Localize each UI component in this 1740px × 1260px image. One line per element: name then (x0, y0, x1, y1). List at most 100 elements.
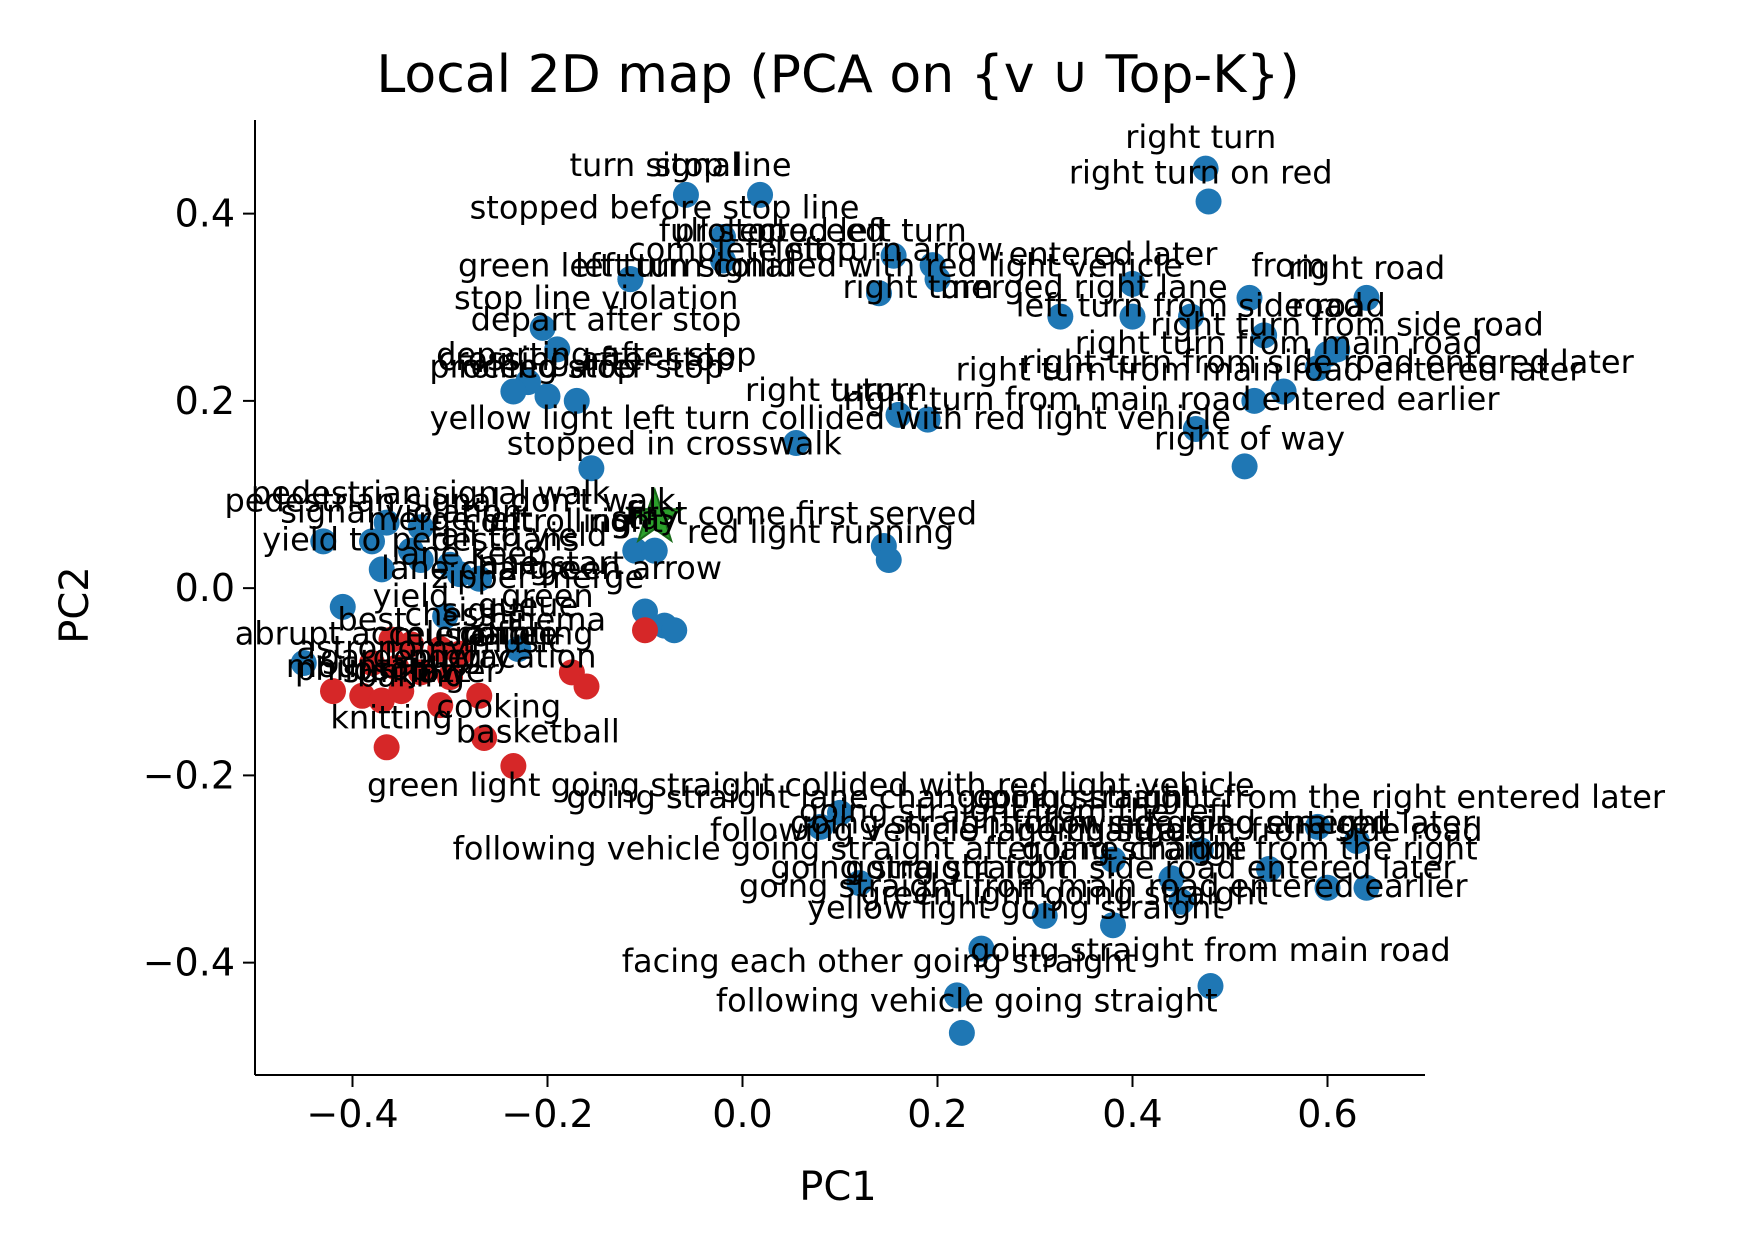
y-tick-label: 0.4 (175, 192, 235, 236)
point-label: right of way (1154, 420, 1345, 458)
traffic-point (578, 455, 605, 482)
point-label: going straight (972, 778, 1196, 816)
unrelated-point (407, 659, 434, 686)
traffic-point (1241, 387, 1268, 414)
traffic-point (948, 1019, 975, 1046)
traffic-point (373, 509, 400, 536)
traffic-point (885, 401, 912, 428)
unrelated-point (383, 654, 410, 681)
point-label: astronomy (296, 628, 467, 666)
traffic-point (866, 280, 892, 307)
point-label: right turn (842, 268, 993, 306)
unrelated-point (368, 687, 395, 714)
traffic-point (827, 799, 853, 826)
traffic-point (632, 598, 658, 625)
traffic-point (563, 387, 590, 414)
point-label: stay (611, 499, 679, 537)
traffic-point (1270, 378, 1297, 405)
point-label: depart after stop (471, 301, 742, 339)
point-label: going straight lane change (566, 778, 996, 816)
traffic-point (359, 528, 385, 555)
point-label: going straight (845, 848, 1069, 886)
point-label: following vehicle going straight (716, 981, 1218, 1019)
point-label: stopped before stop line (470, 188, 860, 226)
point-label: going straight from side road entered la… (771, 848, 1457, 886)
traffic-point (368, 556, 395, 583)
point-label: merged right lane (940, 268, 1228, 306)
unrelated-point (573, 673, 600, 700)
x-tick-label: −0.2 (501, 1092, 593, 1136)
point-label: pedestrian signal walk (251, 474, 611, 512)
traffic-point (1168, 888, 1195, 915)
unrelated-point (373, 734, 400, 761)
point-label: proceed (756, 212, 886, 250)
point-label: stop line violation (454, 279, 738, 317)
point-label: vacation (459, 638, 596, 676)
query-star-point (625, 486, 685, 544)
traffic-point (310, 528, 337, 555)
point-label: yield (373, 577, 450, 615)
point-label: lane change (381, 549, 577, 587)
traffic-point (875, 547, 902, 574)
point-label: chess (405, 596, 496, 634)
point-label: going straight from main road (970, 931, 1450, 969)
y-axis-ticks: −0.4 −0.2 0.0 0.2 0.4 (143, 192, 255, 985)
point-label: yellow light going straight (807, 889, 1224, 927)
traffic-point (1192, 155, 1219, 182)
traffic-point (1187, 837, 1214, 864)
traffic-point (846, 870, 873, 897)
point-label: yellow light left turn collided with red… (430, 399, 1231, 437)
point-label: crossing after stop (438, 340, 736, 378)
traffic-point (1119, 303, 1146, 330)
point-label: green light going straight collided with… (367, 766, 1255, 804)
traffic-point (1031, 902, 1058, 929)
point-label: signal violation (280, 493, 522, 531)
point-label: zipper merge (431, 558, 644, 596)
point-label: painting (462, 614, 593, 652)
traffic-point (1178, 303, 1204, 330)
point-label: entered later (1009, 235, 1219, 273)
point-label: gardening (320, 638, 482, 676)
point-label: road (1292, 287, 1364, 325)
traffic-point (1314, 874, 1341, 901)
point-label: baking (357, 656, 465, 694)
point-label: departing after stop (436, 335, 756, 373)
traffic-point (1197, 973, 1224, 1000)
point-label: left turn from side road (1016, 287, 1386, 325)
y-axis-label: PC2 (52, 566, 98, 644)
point-label: following vehicle going straight after l… (453, 830, 1247, 868)
y-tick-label: −0.2 (143, 753, 235, 797)
unrelated-point (349, 682, 376, 709)
point-label: complete stop (628, 230, 857, 268)
point-label: from (1251, 246, 1325, 284)
y-tick-label: 0.0 (175, 566, 235, 610)
point-label: controlling (463, 502, 632, 540)
x-tick-label: 0.6 (1297, 1092, 1357, 1136)
point-label: knitting (330, 699, 452, 737)
point-label: right turn from main road (1075, 324, 1483, 362)
traffic-point (432, 603, 459, 630)
point-label: pedestrian signal don't walk (224, 481, 676, 519)
traffic-point (407, 547, 434, 574)
unrelated-point (388, 678, 415, 705)
traffic-point (661, 617, 688, 644)
traffic-point (466, 565, 493, 592)
point-label: right turn from side road (1150, 305, 1544, 343)
unrelated-point (446, 640, 473, 667)
point-label: basketball (456, 713, 620, 751)
traffic-point (1231, 453, 1258, 480)
unrelated-point (427, 692, 454, 719)
traffic-point (1304, 355, 1331, 382)
point-label: turn signal (569, 146, 740, 184)
point-label: sunflower (343, 652, 500, 690)
point-label: poetry (408, 638, 512, 676)
point-label: following going straight (1012, 803, 1390, 841)
point-label: lane keep (392, 535, 548, 573)
traffic-point (880, 242, 907, 269)
traffic-point (672, 181, 699, 208)
unrelated-point (359, 650, 385, 677)
point-label: jazz (408, 652, 471, 690)
traffic-point (1353, 284, 1380, 311)
unrelated-point (632, 617, 658, 644)
point-label: fail to yield (429, 516, 607, 554)
